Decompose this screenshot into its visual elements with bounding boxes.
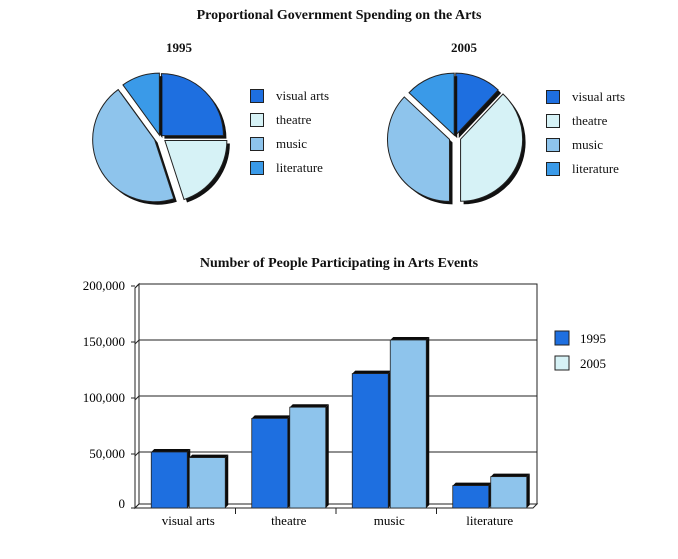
pie-1995-slice-music xyxy=(92,88,175,203)
legend-2005-swatch xyxy=(546,138,560,152)
bar-side-1995-literature xyxy=(488,482,492,508)
bar-chart-title: Number of People Participating in Arts E… xyxy=(199,256,479,271)
legend-2005-label: literature xyxy=(572,161,619,176)
x-tick-label: visual arts xyxy=(162,513,215,528)
pie-chart-1995 xyxy=(92,72,526,205)
x-tick-label: literature xyxy=(466,513,513,528)
bar-1995-theatre xyxy=(251,417,289,509)
x-tick-label: music xyxy=(374,513,405,528)
bar-side-2005-theatre xyxy=(325,404,329,508)
pie-2005-slice-theatre xyxy=(460,93,524,202)
gridline-diag xyxy=(134,339,140,345)
legend-1995-item: music xyxy=(250,136,307,152)
legend-1995-swatch xyxy=(250,161,264,175)
plot-left-wall xyxy=(134,282,140,510)
gridline-diag xyxy=(134,283,140,289)
legend-2005-item: visual arts xyxy=(546,89,625,105)
bar-legend-swatch-2005 xyxy=(554,355,570,371)
bar-top-1995-music xyxy=(352,370,392,374)
x-tick-label: theatre xyxy=(271,513,307,528)
bar-2005-music xyxy=(389,339,427,509)
bar-top-2005-visual-arts xyxy=(189,454,229,458)
pie-1995-slice-visual-arts xyxy=(160,73,224,137)
pie-1995-slice-literature xyxy=(122,72,160,137)
bar-2005-visual-arts xyxy=(188,457,226,509)
legend-2005-swatch xyxy=(546,162,560,176)
legend-1995-item: theatre xyxy=(250,112,311,128)
bar-top-2005-theatre xyxy=(289,404,329,408)
pie-1995-year: 1995 xyxy=(166,40,192,55)
bar-side-2005-music xyxy=(426,337,430,508)
legend-2005-item: literature xyxy=(546,161,619,177)
bar-side-1995-visual-arts xyxy=(187,449,191,508)
legend-2005-label: music xyxy=(572,137,604,152)
legend-1995-label: theatre xyxy=(276,112,312,127)
legend-2005-swatch xyxy=(546,114,560,128)
y-tick-label: 100,000 xyxy=(83,390,125,405)
legend-1995-swatch xyxy=(250,113,264,127)
bar-1995-literature xyxy=(452,485,490,509)
bar-side-2005-visual-arts xyxy=(225,454,229,508)
legend-1995-item: visual arts xyxy=(250,88,329,104)
legend-1995-label: literature xyxy=(276,160,323,175)
bar-legend-label-1995: 1995 xyxy=(580,331,606,346)
gridline-diag xyxy=(134,395,140,401)
legend-1995-label: visual arts xyxy=(276,88,330,103)
plot-back-panel xyxy=(138,283,538,505)
legend-1995-swatch xyxy=(250,89,264,103)
pie-1995-slice-theatre xyxy=(164,140,228,201)
y-tick-label: 0 xyxy=(119,496,126,511)
bar-side-2005-literature xyxy=(526,473,530,508)
bar-top-1995-visual-arts xyxy=(151,449,191,452)
bar-side-1995-theatre xyxy=(287,415,291,508)
plot-floor xyxy=(133,503,539,509)
bar-top-2005-music xyxy=(390,337,430,340)
bar-top-1995-literature xyxy=(452,482,492,486)
legend-2005-item: theatre xyxy=(546,113,607,129)
bar-top-2005-literature xyxy=(490,473,530,477)
pie-2005-slice-visual-arts xyxy=(455,72,499,137)
legend-1995-swatch xyxy=(250,137,264,151)
y-tick-label: 150,000 xyxy=(83,334,125,349)
y-tick-label: 50,000 xyxy=(89,446,125,461)
pie-2005-slice-music xyxy=(386,96,450,202)
bar-top-1995-theatre xyxy=(251,415,291,419)
legend-1995-item: literature xyxy=(250,160,323,176)
pies-title: Proportional Government Spending on the … xyxy=(196,8,482,23)
bar-1995-visual-arts xyxy=(150,451,188,509)
legend-2005-item: music xyxy=(546,137,603,153)
pie-2005-year: 2005 xyxy=(451,40,477,55)
bar-2005-literature xyxy=(490,476,528,509)
gridline-diag xyxy=(134,451,140,457)
pie-2005-slice-literature xyxy=(408,72,455,137)
y-tick-label: 200,000 xyxy=(83,278,125,293)
bar-legend-swatch-1995 xyxy=(554,330,570,346)
legend-2005-swatch xyxy=(546,90,560,104)
legend-2005-label: visual arts xyxy=(572,89,626,104)
legend-2005-label: theatre xyxy=(572,113,608,128)
bar-legend-label-2005: 2005 xyxy=(580,356,606,371)
legend-1995-label: music xyxy=(276,136,308,151)
bar-1995-music xyxy=(351,373,389,509)
bar-side-1995-music xyxy=(388,370,392,508)
bar-2005-theatre xyxy=(289,406,327,509)
